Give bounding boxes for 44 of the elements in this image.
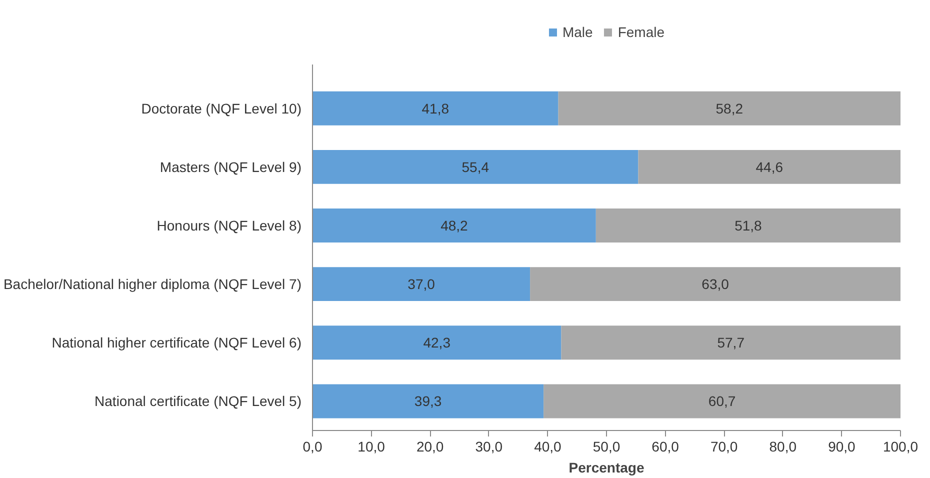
bar bbox=[638, 150, 900, 184]
data-label: 60,7 bbox=[708, 393, 736, 410]
data-label: 44,6 bbox=[756, 158, 784, 175]
x-tick-label: 100,0 bbox=[882, 438, 918, 454]
x-tick-label: 90,0 bbox=[828, 438, 856, 454]
bar bbox=[312, 267, 530, 302]
data-label: 55,4 bbox=[462, 158, 490, 175]
y-tick-label: Masters (NQF Level 9) bbox=[160, 158, 302, 175]
x-tick-label: 30,0 bbox=[475, 438, 503, 454]
x-tick-label: 0,0 bbox=[302, 438, 322, 454]
bar bbox=[544, 384, 900, 418]
bar bbox=[312, 208, 596, 242]
legend-label: Female bbox=[618, 24, 665, 40]
x-tick-label: 70,0 bbox=[710, 438, 738, 454]
x-tick-label: 60,0 bbox=[652, 438, 680, 454]
bar bbox=[530, 267, 900, 302]
data-label: 42,3 bbox=[423, 334, 451, 351]
y-tick-label: Bachelor/National higher diploma (NQF Level 7) bbox=[3, 276, 302, 292]
y-tick-label: National higher certificate (NQF Level 6) bbox=[52, 334, 302, 351]
x-tick-label: 20,0 bbox=[416, 438, 444, 454]
bar bbox=[312, 384, 544, 418]
data-label: 37,0 bbox=[408, 276, 436, 292]
data-label: 57,7 bbox=[717, 334, 745, 351]
y-tick-label: National certificate (NQF Level 5) bbox=[94, 393, 302, 410]
data-label: 39,3 bbox=[414, 393, 442, 410]
bar bbox=[558, 91, 900, 126]
y-tick-label: Honours (NQF Level 8) bbox=[156, 218, 302, 234]
bar bbox=[596, 208, 900, 242]
bar bbox=[312, 91, 558, 126]
data-label: 58,2 bbox=[716, 100, 744, 116]
data-label: 63,0 bbox=[702, 276, 730, 292]
x-tick-label: 40,0 bbox=[534, 438, 562, 454]
x-axis-title: Percentage bbox=[568, 460, 644, 476]
x-tick-label: 50,0 bbox=[592, 438, 620, 454]
x-tick-label: 80,0 bbox=[769, 438, 797, 454]
data-label: 51,8 bbox=[734, 218, 762, 234]
data-label: 41,8 bbox=[422, 100, 450, 116]
y-tick-label: Doctorate (NQF Level 10) bbox=[141, 100, 302, 116]
x-tick-label: 10,0 bbox=[358, 438, 386, 454]
bar bbox=[561, 326, 900, 360]
bar bbox=[312, 150, 638, 184]
bar bbox=[312, 326, 562, 360]
data-label: 48,2 bbox=[440, 218, 468, 234]
legend-label: Male bbox=[562, 24, 593, 40]
